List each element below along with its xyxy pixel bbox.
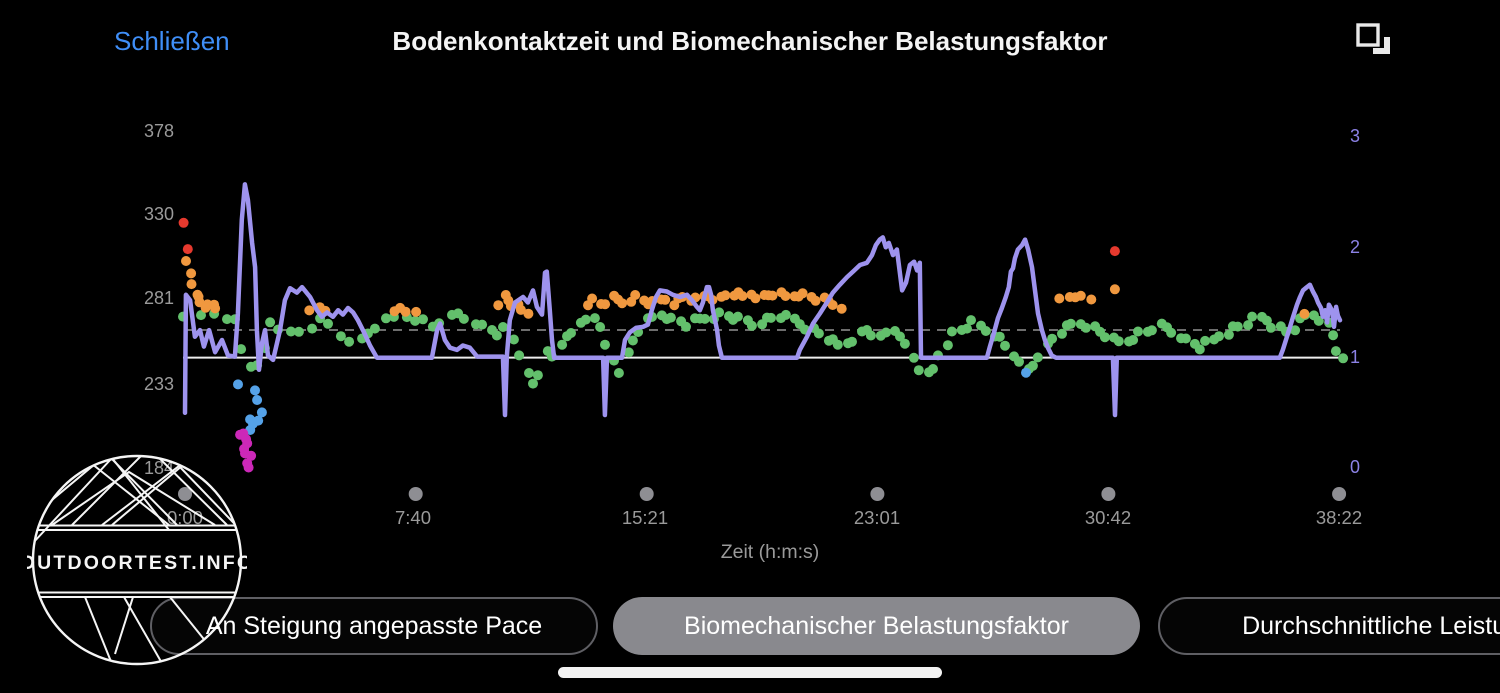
- tab-label: Durchschnittliche Leistung: [1242, 611, 1500, 640]
- y-left-tick-330: 330: [143, 204, 174, 224]
- x-tick-0: 0:00: [166, 507, 203, 528]
- x-axis-title: Zeit (h:m:s): [720, 541, 820, 563]
- x-tick-3: 23:01: [853, 507, 901, 528]
- x-tick-1: 7:40: [394, 507, 431, 528]
- tab-durchschnittliche-leistung[interactable]: Durchschnittliche Leistung: [1158, 597, 1500, 655]
- page-title: Bodenkontaktzeit und Biomechanischer Bel…: [392, 26, 1108, 56]
- y-left-tick-184: 184: [143, 458, 174, 478]
- y-left-tick-378: 378: [143, 121, 174, 141]
- y-left-tick-281: 281: [143, 288, 174, 308]
- header-bar: Schließen Bodenkontaktzeit und Biomechan…: [0, 0, 1500, 80]
- x-tick-5: 38:22: [1315, 507, 1363, 528]
- y-right-tick-1: 1: [1350, 347, 1361, 367]
- y-left-tick-233: 233: [143, 374, 174, 394]
- tab-label: An Steigung angepasste Pace: [205, 611, 543, 640]
- y-right-tick-0: 0: [1350, 457, 1361, 477]
- home-indicator[interactable]: [558, 667, 942, 678]
- tab-biomechanischer-belastungsfaktor[interactable]: Biomechanischer Belastungsfaktor: [613, 597, 1140, 655]
- x-tick-2: 15:21: [621, 507, 669, 528]
- y-right-tick-3: 3: [1350, 126, 1361, 146]
- resize-window-icon[interactable]: [1354, 20, 1396, 58]
- y-right-tick-2: 2: [1350, 237, 1361, 257]
- close-button[interactable]: Schließen: [114, 26, 230, 56]
- tab-label: Biomechanischer Belastungsfaktor: [684, 611, 1069, 640]
- x-tick-4: 30:42: [1084, 507, 1132, 528]
- tab-an-steigung-angepasste-pace[interactable]: An Steigung angepasste Pace: [150, 597, 598, 655]
